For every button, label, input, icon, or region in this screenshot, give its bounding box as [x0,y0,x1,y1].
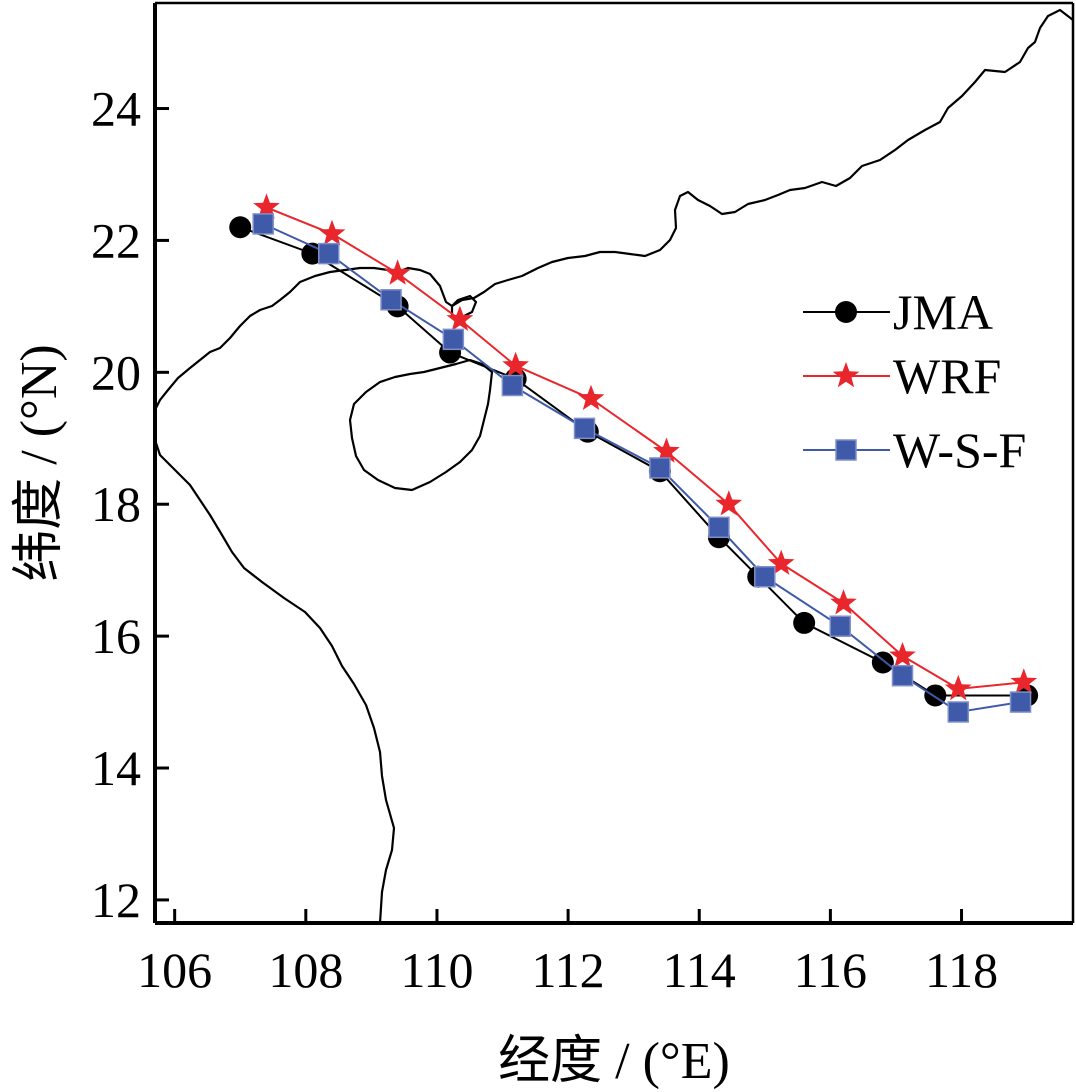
data-point-wrf [318,219,346,246]
x-tick-label: 112 [532,942,605,998]
y-tick-label: 16 [91,608,141,664]
data-point-wrf [253,193,280,219]
data-point-wrf [767,549,795,575]
data-point-wrf [889,641,916,668]
data-point-w-s-f [649,457,671,479]
data-point-wrf [384,259,411,285]
data-point-w-s-f [442,328,465,351]
legend-label: WRF [893,348,1001,404]
data-point-w-s-f [1009,691,1032,713]
x-tick-label: 108 [268,942,343,998]
hainan-island [348,358,494,492]
data-point-w-s-f [947,701,969,723]
y-tick-label: 14 [91,740,141,796]
x-tick-label: 106 [137,942,212,998]
y-axis-label: 纬度 / (°N) [11,344,68,581]
data-point-wrf [715,490,743,516]
data-point-jma [793,611,816,634]
y-tick-label: 24 [91,81,141,137]
legend-marker [835,439,857,461]
data-point-w-s-f [829,615,851,637]
series-wrf [253,193,1038,701]
southern-coastline [155,439,396,923]
legend-label: JMA [893,284,993,340]
data-point-w-s-f [252,213,274,235]
x-tick-label: 118 [925,942,998,998]
data-point-w-s-f [318,242,340,265]
y-tick-label: 22 [91,212,141,268]
data-point-wrf [446,305,474,331]
data-point-wrf [502,351,529,378]
x-axis-ticks: 106 108 110 112 114 116 118 [137,909,998,998]
y-axis-ticks: 12 14 16 18 20 22 24 [91,81,169,928]
data-point-wrf [944,674,972,701]
coastline-map [155,8,1073,923]
mainland-coastline [155,8,1073,411]
data-point-w-s-f [891,664,914,687]
data-point-wrf [830,589,857,615]
data-point-jma [229,216,252,239]
data-point-w-s-f [754,566,776,588]
legend-item-wrf: WRF [803,348,1001,404]
legend-item-w-s-f: W-S-F [803,422,1026,478]
data-point-w-s-f [380,289,402,311]
data-point-w-s-f [573,417,596,440]
legend-marker [832,362,860,388]
x-tick-label: 116 [794,942,867,998]
y-tick-label: 18 [91,476,141,532]
data-point-wrf [1010,668,1038,694]
series-w-s-f [252,213,1032,723]
legend-item-jma: JMA [803,284,993,340]
data-point-w-s-f [501,374,524,397]
data-point-jma [871,651,894,674]
x-tick-label: 110 [400,942,473,998]
plot-frame [153,1,1075,925]
legend: JMA WRF W-S-F [803,284,1026,478]
series-layer [229,193,1039,723]
data-point-wrf [577,384,605,410]
y-tick-label: 12 [91,872,141,928]
x-axis-label: 经度 / (°E) [498,1033,730,1090]
data-point-w-s-f [708,516,730,539]
x-tick-label: 114 [663,942,736,998]
legend-marker [835,301,857,323]
data-point-wrf [653,437,680,463]
legend-label: W-S-F [893,422,1026,478]
y-tick-label: 20 [91,344,141,400]
